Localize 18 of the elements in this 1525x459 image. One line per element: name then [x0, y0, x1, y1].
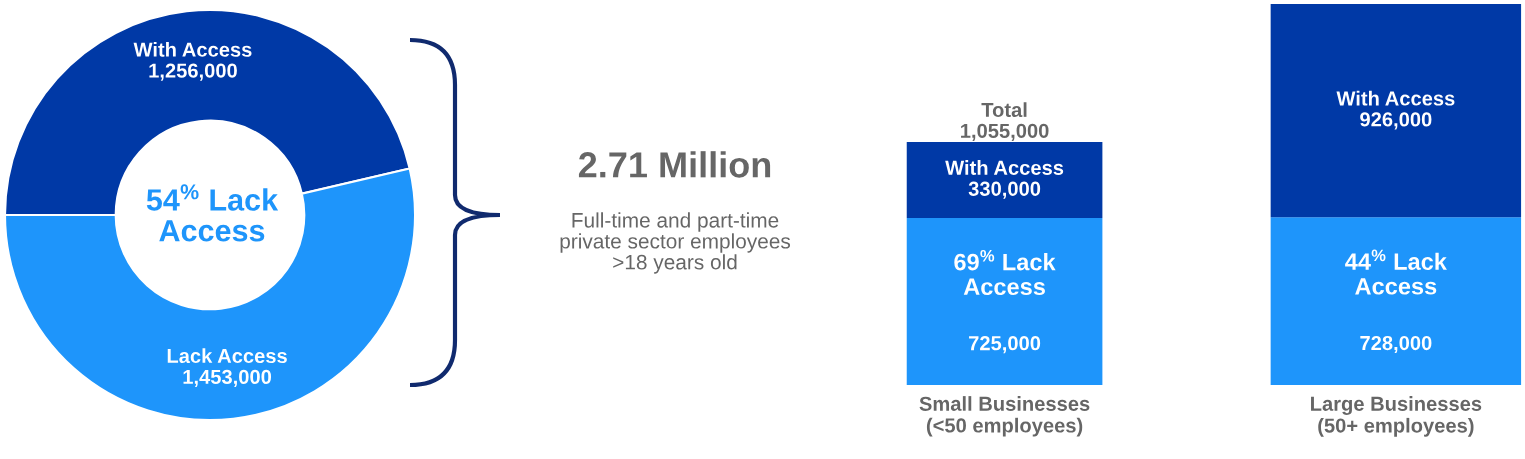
slice-label: With Access — [133, 42, 252, 57]
text: 54$^{%}$ Lack Access — [146, 184, 279, 242]
x-tick-label: Large Businesses (50+ employees) — [1311, 396, 1482, 437]
data-label: 728,000 — [1360, 335, 1432, 354]
slice-label: Lack Access — [167, 348, 287, 364]
data-label: 1,453,000 — [183, 369, 272, 387]
data-label: 926,000 — [1360, 112, 1432, 130]
data-label: 330,000 — [968, 181, 1041, 199]
data-label: 725,000 — [969, 336, 1041, 354]
annotation: 69$^{%}$ Lack Access — [954, 249, 1056, 296]
annotation: 44$^{%}$ Lack Access — [1345, 249, 1447, 295]
series-label: With Access — [945, 160, 1064, 175]
total-label: Total 1,055,000 — [961, 102, 1049, 141]
x-tick-label: Small Businesses (<50 employees) — [919, 396, 1090, 437]
text: With Access — [1336, 90, 1455, 106]
data-label: 1,256,000 — [149, 63, 237, 81]
text: Full-time and part-time private sector employees >18 years old — [560, 212, 791, 274]
text: 2.71 Million — [578, 151, 771, 178]
